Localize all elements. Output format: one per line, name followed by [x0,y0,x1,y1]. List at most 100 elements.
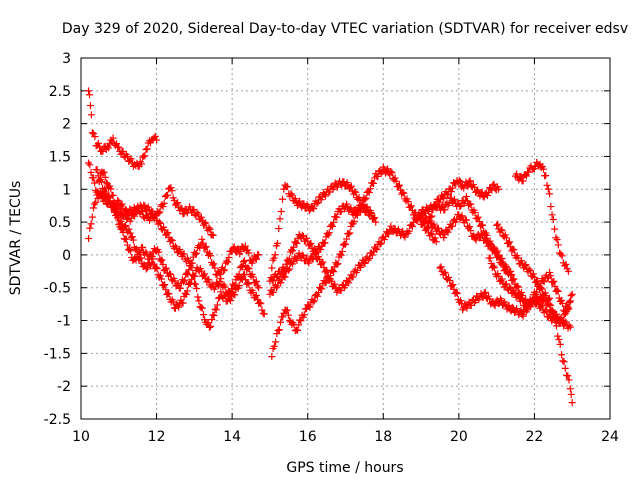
data-point [475,296,483,304]
data-point [446,277,454,285]
data-point [353,266,361,274]
data-point [434,224,442,232]
data-point [268,264,276,272]
data-point [284,183,292,191]
data-point [252,255,260,263]
data-point [329,267,337,275]
data-point [554,241,562,249]
data-point [556,340,564,348]
x-tick-label: 12 [148,429,166,445]
data-point [155,218,163,226]
data-point [202,243,210,251]
data-point [528,296,536,304]
data-point [399,188,407,196]
data-point [561,308,569,316]
data-point [175,303,183,311]
data-point [427,229,435,237]
data-point [159,203,167,211]
data-point [309,204,317,212]
data-point [317,246,325,254]
data-point [361,259,369,267]
data-point [275,326,283,334]
data-point [505,239,513,247]
data-point [190,205,198,213]
data-point [193,249,201,257]
data-point [114,214,122,222]
data-point [174,280,182,288]
data-point [547,301,555,309]
data-point [151,132,159,140]
series-track-11 [417,210,574,332]
data-point [431,203,439,211]
data-point [322,267,330,275]
data-point [566,385,574,393]
data-point [349,211,357,219]
data-point [519,296,527,304]
data-point [315,289,323,297]
y-tick-label: 2.5 [49,84,71,100]
data-point [101,185,109,193]
series-track-5 [96,190,268,331]
data-point [220,267,228,275]
data-point [564,303,572,311]
data-point [257,300,265,308]
data-point [294,326,302,334]
data-point [198,235,206,243]
data-point [437,263,445,271]
data-point [212,306,220,314]
data-point [189,271,197,279]
data-point [113,140,121,148]
data-point [295,321,303,329]
data-point [277,318,285,326]
data-point [448,222,456,230]
data-point [323,268,331,276]
y-tick-label: 1.5 [49,149,71,165]
data-point [100,168,108,176]
data-point [168,187,176,195]
data-point [88,213,96,221]
data-point [313,200,321,208]
data-point [549,215,557,223]
data-point [197,303,205,311]
data-point [456,297,464,305]
y-tick-label: -0.5 [44,281,71,297]
data-point [183,255,191,263]
data-point [127,247,135,255]
data-point [134,250,142,258]
data-point [107,185,115,193]
data-point [270,254,278,262]
data-point [167,184,175,192]
data-point [124,152,132,160]
data-point [479,221,487,229]
data-point [321,279,329,287]
data-point [466,177,474,185]
data-point [102,188,110,196]
data-point [89,204,97,212]
data-point [241,242,249,250]
data-point [184,256,192,264]
data-point [559,357,567,365]
data-point [268,276,276,284]
data-point [533,288,541,296]
data-point [502,280,510,288]
data-point [509,276,517,284]
data-point [510,246,518,254]
data-point [347,182,355,190]
data-point [156,219,164,227]
data-point [448,282,456,290]
data-point [343,200,351,208]
data-point [385,230,393,238]
data-point [365,189,373,197]
data-point [345,230,353,238]
data-point [502,263,510,271]
data-point [517,289,525,297]
data-point [515,176,523,184]
data-point [157,257,165,265]
data-point [321,239,329,247]
data-point [248,259,256,267]
data-point [245,249,253,257]
data-point [472,297,480,305]
data-point [537,302,545,310]
data-point [506,283,514,291]
data-point [392,177,400,185]
